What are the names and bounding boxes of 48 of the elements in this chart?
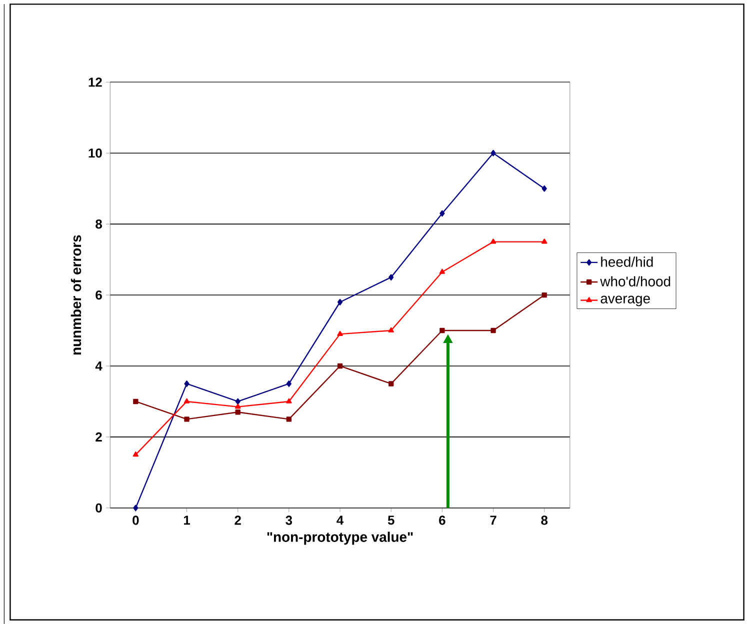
- point: [286, 380, 292, 387]
- x-tick-label: 6: [439, 516, 446, 525]
- x-tick-label: 0: [132, 516, 139, 525]
- point: [133, 398, 138, 404]
- point: [388, 327, 394, 332]
- point: [542, 185, 547, 192]
- y-tick-label: 8: [96, 219, 102, 229]
- x-tick-label: 3: [286, 516, 292, 525]
- point: [490, 238, 496, 244]
- point: [184, 380, 190, 387]
- point: [184, 416, 190, 422]
- x-tick-label: 1: [184, 516, 190, 525]
- point: [440, 328, 445, 334]
- point: [542, 238, 548, 244]
- x-axis-title: "non-prototype value": [267, 532, 413, 545]
- y-tick-label: 4: [95, 361, 102, 370]
- point: [337, 298, 343, 306]
- x-tick-label: 7: [490, 516, 496, 525]
- point: [286, 398, 292, 404]
- y-tick-label: 12: [88, 78, 102, 87]
- legend-label: who'd/hood: [600, 276, 670, 286]
- point: [439, 268, 446, 274]
- point: [133, 504, 138, 512]
- point: [337, 330, 343, 336]
- legend-label: average: [600, 296, 650, 306]
- y-axis-title: nunmber of errors: [70, 235, 82, 354]
- x-tick-label: 5: [388, 516, 394, 525]
- point: [235, 409, 240, 415]
- point: [337, 363, 343, 369]
- point: [184, 398, 190, 404]
- point: [388, 274, 394, 280]
- y-tick-label: 0: [96, 503, 102, 512]
- y-tick-label: 6: [96, 290, 102, 300]
- y-tick-label: 10: [88, 148, 102, 158]
- x-tick-label: 2: [234, 516, 241, 525]
- point: [542, 292, 547, 298]
- point: [490, 150, 496, 156]
- point: [440, 210, 445, 217]
- x-tick-label: 8: [541, 516, 548, 525]
- y-tick-label: 2: [96, 432, 102, 442]
- point: [235, 404, 241, 409]
- point: [490, 328, 496, 334]
- point: [388, 381, 394, 386]
- point: [235, 398, 240, 405]
- legend-label: heed/hid: [601, 256, 653, 267]
- point: [286, 416, 292, 422]
- x-tick-label: 4: [336, 516, 344, 525]
- point: [132, 451, 139, 457]
